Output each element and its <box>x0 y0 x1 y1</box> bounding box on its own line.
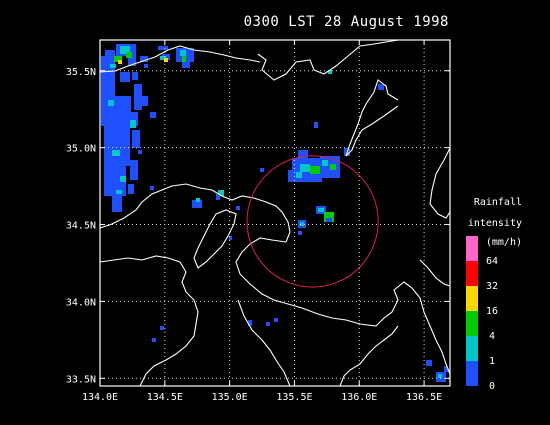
map-frame <box>99 39 451 387</box>
echo-cluster-main <box>260 122 350 182</box>
legend-level-label: 64 <box>486 256 498 267</box>
legend-title-line-2: intensity <box>468 218 522 229</box>
coastline-kii-west <box>237 299 291 387</box>
echo-cells-scattered <box>152 70 448 382</box>
x-tick-label: 136.5E <box>406 392 442 403</box>
radar-range-circle <box>246 155 379 288</box>
legend-swatch <box>466 286 478 311</box>
legend-level-labels: 64 32 16 4 1 0 <box>486 256 498 392</box>
coastline-far-east <box>419 259 451 287</box>
coastline-kii-south <box>339 325 399 387</box>
y-tick-label: 33.5N <box>66 374 96 385</box>
rainfall-echoes <box>101 44 448 382</box>
legend-level-label: 32 <box>486 281 498 292</box>
axis-tick-labels: 134.0E 134.5E 135.0E 135.5E 136.0E 136.5E 35.5… <box>66 67 442 403</box>
legend-level-label: 1 <box>489 356 495 367</box>
echo-cells-south <box>298 206 334 235</box>
coastline-wakasa-bay <box>257 39 399 81</box>
y-tick-label: 34.0N <box>66 297 96 308</box>
legend-level-label: 4 <box>489 331 495 342</box>
coastline-awaji <box>193 209 237 269</box>
coastline-japan-sea <box>99 45 261 73</box>
x-tick-label: 135.0E <box>212 392 248 403</box>
x-tick-label: 136.0E <box>341 392 377 403</box>
legend-title-line-1: Rainfall <box>474 197 522 208</box>
y-tick-label: 35.0N <box>66 144 96 155</box>
echo-cluster-northwest <box>101 44 194 212</box>
legend-title-line-3: (mm/h) <box>486 237 522 248</box>
map-title: 0300 LST 28 August 1998 <box>243 14 449 30</box>
legend-swatch <box>466 236 478 261</box>
y-tick-label: 34.5N <box>66 221 96 232</box>
axis-ticks <box>99 40 450 386</box>
rainfall-legend: Rainfall intensity (mm/h) 64 32 16 4 1 0 <box>466 197 522 392</box>
legend-swatch <box>466 336 478 361</box>
legend-swatch <box>466 261 478 286</box>
legend-level-label: 0 <box>489 381 495 392</box>
legend-swatch <box>466 361 478 386</box>
echo-cells-central <box>192 190 240 240</box>
legend-level-label: 16 <box>486 306 498 317</box>
legend-swatch <box>466 311 478 336</box>
y-tick-label: 35.5N <box>66 67 96 78</box>
coastline-osaka-bay <box>235 237 451 375</box>
coastline-setouchi-north <box>99 183 291 243</box>
x-tick-label: 135.5E <box>276 392 312 403</box>
legend-color-bar <box>466 236 478 386</box>
x-tick-label: 134.0E <box>82 392 118 403</box>
x-tick-label: 134.5E <box>147 392 183 403</box>
coastlines <box>99 39 451 387</box>
coastline-shikoku-east <box>99 255 199 387</box>
coastline-east <box>429 147 451 219</box>
coastline-kinai-north <box>345 79 399 157</box>
map-background <box>100 40 450 386</box>
